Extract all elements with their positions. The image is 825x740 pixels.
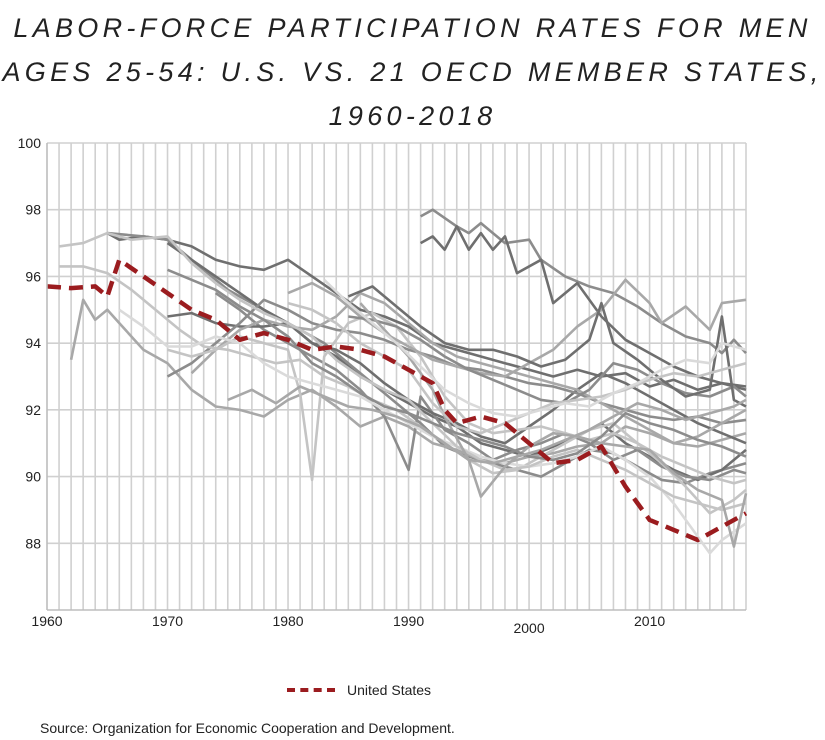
axes: 88 90 92 94 96 98 100 1960 1970 1980 1990 2000 2010 bbox=[18, 135, 746, 636]
series-line-oecd-13 bbox=[419, 208, 747, 355]
x-tick-label: 1960 bbox=[31, 613, 62, 629]
legend: United States bbox=[287, 680, 431, 700]
y-tick-label: 92 bbox=[25, 402, 41, 418]
chart-title: LABOR-FORCE PARTICIPATION RATES FOR MEN … bbox=[0, 6, 825, 138]
legend-label-united-states: United States bbox=[347, 682, 432, 698]
series-line-oecd-18 bbox=[347, 285, 747, 408]
y-tick-label: 98 bbox=[25, 202, 41, 218]
y-tick-label: 88 bbox=[25, 535, 41, 551]
title-line-2: AGES 25-54: U.S. VS. 21 OECD MEMBER STAT… bbox=[2, 57, 823, 87]
series-line-oecd-19 bbox=[287, 301, 747, 435]
y-tick-label: 100 bbox=[18, 135, 42, 151]
us-series-group bbox=[46, 257, 748, 543]
y-tick-label: 96 bbox=[25, 268, 41, 284]
series-line-oecd-16 bbox=[348, 315, 747, 405]
series-line-oecd-6 bbox=[167, 311, 747, 445]
series-line-oecd-14 bbox=[419, 225, 747, 388]
legend-swatch-united-states bbox=[287, 688, 335, 692]
series-line-oecd-10 bbox=[59, 265, 747, 515]
x-tick-label: 1970 bbox=[152, 613, 183, 629]
series-line-oecd-15 bbox=[287, 278, 747, 378]
y-tick-label: 94 bbox=[25, 335, 41, 351]
y-tick-label: 90 bbox=[25, 469, 41, 485]
x-tick-label: 2010 bbox=[634, 613, 665, 629]
series-line-oecd-8 bbox=[190, 291, 747, 445]
title-line-3: 1960-2018 bbox=[328, 101, 497, 131]
grid bbox=[47, 142, 747, 610]
series-line-oecd-22 bbox=[227, 385, 747, 465]
series-line-oecd-21 bbox=[167, 268, 747, 462]
x-tick-label: 2000 bbox=[513, 620, 544, 636]
source-note: Source: Organization for Economic Cooper… bbox=[40, 720, 455, 736]
oecd-series-group bbox=[58, 208, 748, 555]
title-line-1: LABOR-FORCE PARTICIPATION RATES FOR MEN bbox=[13, 13, 812, 43]
series-line-oecd-20 bbox=[323, 278, 747, 418]
x-tick-label: 1990 bbox=[393, 613, 424, 629]
series-line-oecd-17 bbox=[359, 302, 748, 548]
series-line-oecd-12 bbox=[58, 231, 747, 512]
series-line-united-states bbox=[46, 257, 748, 543]
x-tick-label: 1980 bbox=[272, 613, 303, 629]
series-line-oecd-1 bbox=[106, 231, 747, 392]
